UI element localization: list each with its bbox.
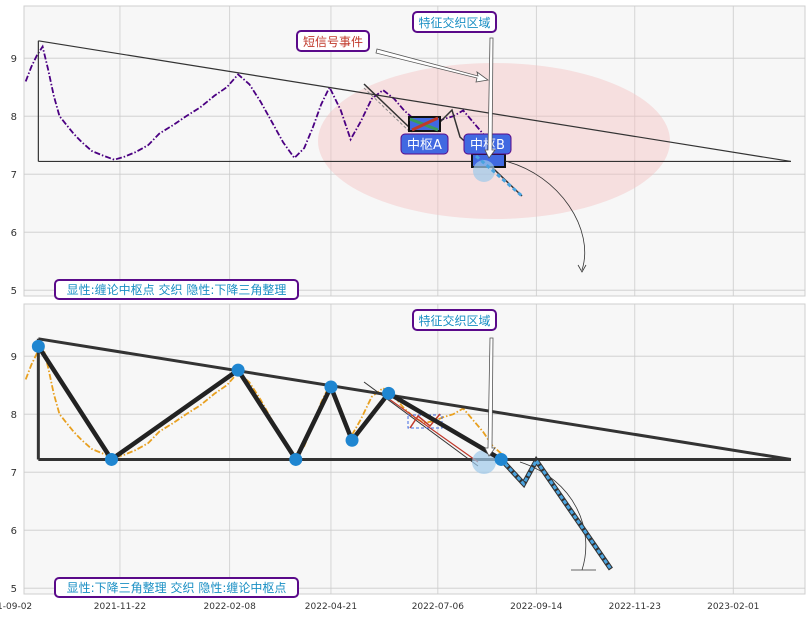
price-line <box>24 44 502 161</box>
top-price-series <box>24 44 502 161</box>
feature-arrow-bottom <box>484 337 496 457</box>
bottom-plot-area <box>23 303 806 595</box>
x-tick-label: 2023-02-01 <box>707 602 759 612</box>
y-tick-label: 7 <box>11 170 17 181</box>
pivot-point <box>324 380 338 394</box>
bottom-x-ticks: 2021-09-02 2021-11-22 2022-02-08 2022-04-21… <box>0 602 759 612</box>
x-tick-label: 2022-07-06 <box>412 602 465 612</box>
y-tick-label: 6 <box>11 526 17 537</box>
red-leg-line <box>381 393 479 463</box>
x-tick-label: 2021-11-22 <box>94 602 146 612</box>
pivot-point <box>382 386 396 400</box>
x-tick-label: 2022-09-14 <box>510 602 563 612</box>
zone-b-label: 中枢B <box>470 138 505 153</box>
top-y-ticks: 5 6 7 8 9 <box>11 54 17 297</box>
y-tick-label: 5 <box>11 584 17 595</box>
y-tick-label: 9 <box>11 352 17 363</box>
price-line <box>24 342 502 459</box>
event-label-box: 短信号事件 <box>296 30 370 52</box>
pivot-point <box>345 433 359 447</box>
pivot-point <box>494 452 508 466</box>
x-tick-label: 2022-02-08 <box>204 602 257 612</box>
pivot-point <box>231 363 245 377</box>
zone-a-label: 中枢A <box>407 138 442 153</box>
caption-bottom: 显性:下降三角整理 交织 隐性:缠论中枢点 <box>67 580 287 595</box>
top-triangle <box>37 40 792 163</box>
projection-curve-bottom <box>519 461 587 571</box>
x-tick-label: 2022-11-23 <box>609 602 661 612</box>
x-tick-label: 2021-09-02 <box>0 602 32 612</box>
pivot-point <box>31 339 45 353</box>
pivot-point <box>289 452 303 466</box>
caption-top-box: 显性:缠论中枢点 交织 隐性:下降三角整理 <box>54 279 299 300</box>
zone-a-cross-2 <box>411 116 439 132</box>
projection-outline <box>499 455 613 571</box>
zone-b-label-box: 中枢B <box>463 133 512 155</box>
projection-dash-top <box>475 154 523 198</box>
feature-label-bottom: 特征交织区域 <box>418 313 490 328</box>
event-label: 短信号事件 <box>303 35 363 49</box>
feature-arrow-top <box>484 37 496 159</box>
pivot-zigzag <box>36 345 503 464</box>
zone-b-point <box>473 160 495 182</box>
feature-label-bottom-box: 特征交织区域 <box>412 309 497 331</box>
y-tick-label: 5 <box>11 286 17 297</box>
y-tick-label: 8 <box>11 112 17 123</box>
top-zone-marks <box>363 83 587 273</box>
caption-top: 显性:缠论中枢点 交织 隐性:下降三角整理 <box>67 282 287 297</box>
bottom-projection <box>499 455 613 571</box>
projection-arrowhead-top <box>577 264 587 273</box>
y-tick-label: 7 <box>11 468 17 479</box>
projection-curve-top <box>504 160 586 271</box>
pivot-point <box>105 452 119 466</box>
bottom-y-ticks: 5 6 7 8 9 <box>11 352 17 595</box>
bottom-pivots <box>31 339 508 466</box>
bottom-zone-point <box>472 450 496 474</box>
y-tick-label: 9 <box>11 54 17 65</box>
bottom-triangle <box>36 337 792 461</box>
zone-a-label-box: 中枢A <box>400 133 449 155</box>
event-arrow <box>375 48 490 83</box>
triangle-upper-line <box>38 337 792 461</box>
x-tick-label: 2022-04-21 <box>305 602 357 612</box>
triangle-upper-line <box>38 40 792 163</box>
y-tick-label: 8 <box>11 410 17 421</box>
y-tick-label: 6 <box>11 228 17 239</box>
bottom-price-series <box>24 342 502 459</box>
feature-label-top-box: 特征交织区域 <box>412 11 497 33</box>
feature-label-top: 特征交织区域 <box>418 15 490 30</box>
caption-bottom-box: 显性:下降三角整理 交织 隐性:缠论中枢点 <box>54 577 299 598</box>
